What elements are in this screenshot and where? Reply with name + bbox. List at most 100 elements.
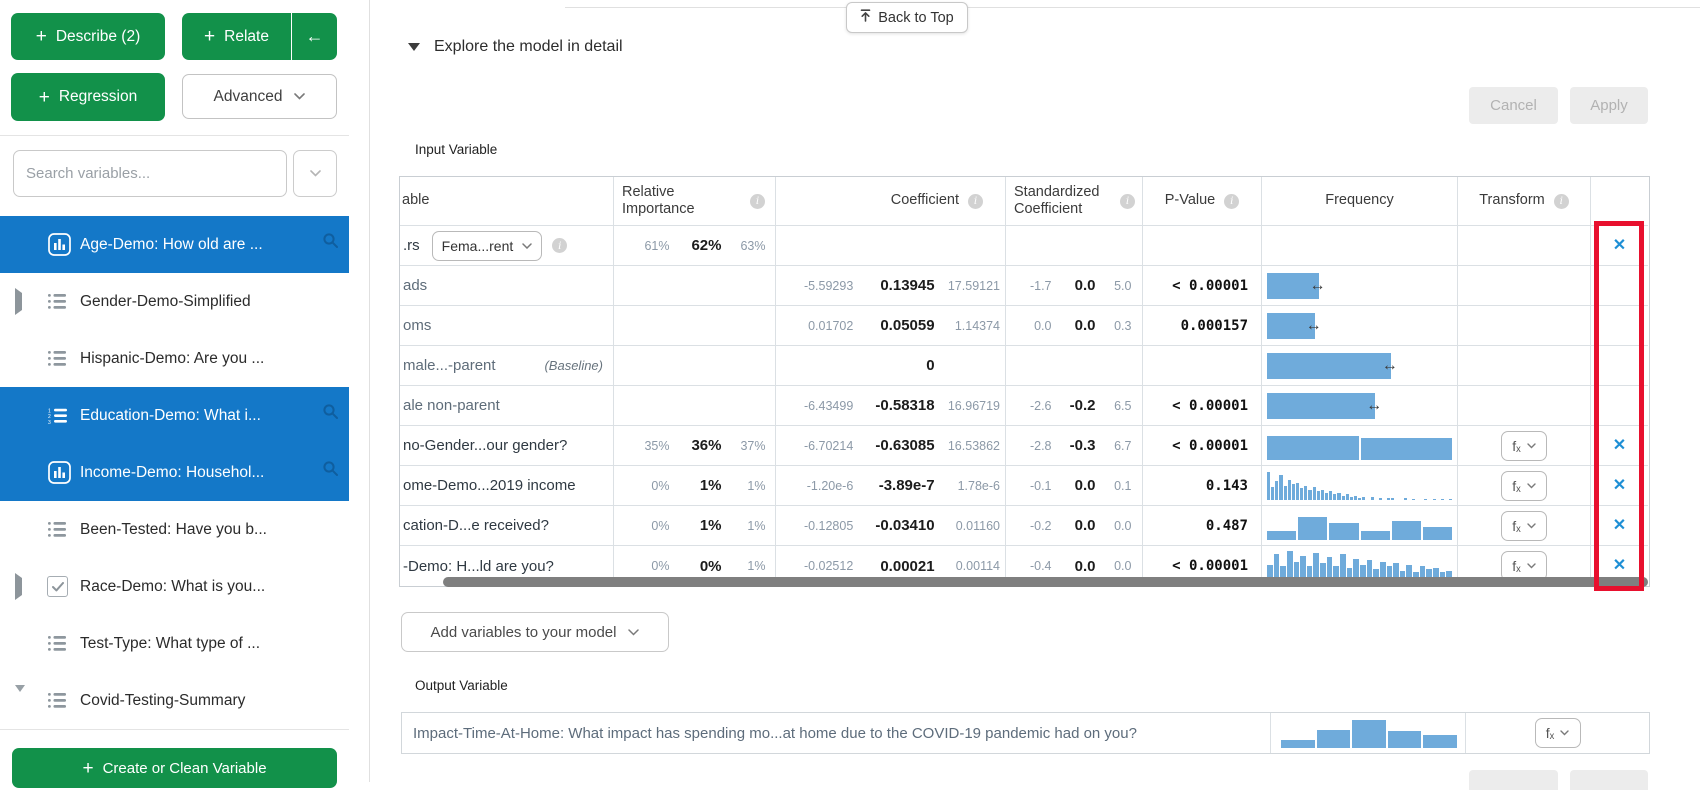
info-icon[interactable]: i bbox=[1120, 193, 1135, 209]
output-frequency-cell bbox=[1271, 713, 1466, 753]
list-icon bbox=[48, 294, 66, 309]
svg-text:3: 3 bbox=[48, 419, 51, 423]
horizontal-scrollbar-thumb[interactable] bbox=[443, 577, 1648, 587]
category-label: oms bbox=[403, 317, 432, 334]
transform-fx-dropdown[interactable]: fₓ bbox=[1534, 718, 1581, 748]
chevron-down-icon bbox=[1527, 522, 1536, 529]
variable-cell: oms bbox=[400, 306, 614, 346]
collapse-panel-button[interactable]: ← bbox=[292, 13, 337, 60]
advanced-dropdown[interactable]: Advanced bbox=[182, 74, 337, 119]
variable-cell: cation-D...e received? bbox=[400, 506, 614, 546]
add-variables-dropdown[interactable]: Add variables to your model bbox=[401, 612, 669, 652]
regression-button-label: Regression bbox=[58, 88, 138, 105]
describe-button-label: Describe (2) bbox=[55, 27, 141, 45]
apply-button-clipped[interactable] bbox=[1570, 770, 1648, 790]
transform-fx-dropdown[interactable]: fₓ bbox=[1501, 510, 1547, 541]
table-row: ads -5.59293 0.13945 17.59121 -1.7 0.0 5.0 <… bbox=[400, 266, 1649, 306]
sidebar-item-covid-testing-summary[interactable]: Covid-Testing-Summary bbox=[0, 672, 349, 729]
search-variables-input[interactable] bbox=[13, 150, 287, 197]
coefficient-cell: -6.70214 -0.63085 16.53862 bbox=[776, 426, 1006, 466]
back-to-top-label: Back to Top bbox=[878, 9, 954, 26]
transform-fx-dropdown[interactable]: fₓ bbox=[1501, 551, 1547, 581]
info-icon[interactable]: i bbox=[552, 238, 568, 253]
remove-cell bbox=[1591, 346, 1648, 386]
search-icon[interactable] bbox=[322, 460, 339, 482]
p-value-cell: < 0.00001 bbox=[1143, 426, 1262, 466]
header-transform: Transform i bbox=[1458, 177, 1591, 226]
frequency-histogram bbox=[1267, 471, 1453, 500]
remove-variable-button[interactable]: ✕ bbox=[1607, 517, 1632, 535]
frequency-bar bbox=[1267, 273, 1319, 299]
standardized-coefficient-cell: -0.1 0.0 0.1 bbox=[1006, 466, 1143, 506]
cancel-button[interactable]: Cancel bbox=[1469, 87, 1558, 124]
sidebar-item-income-demo[interactable]: Income-Demo: Househol... bbox=[0, 444, 349, 501]
sidebar-item-gender-demo[interactable]: Gender-Demo-Simplified bbox=[0, 273, 349, 330]
regression-button[interactable]: + Regression bbox=[11, 73, 165, 121]
apply-button[interactable]: Apply bbox=[1570, 87, 1648, 124]
chevron-right-icon[interactable] bbox=[15, 287, 22, 315]
frequency-cell: ↔ bbox=[1262, 306, 1458, 346]
svg-text:2: 2 bbox=[48, 414, 51, 420]
panel-top-border bbox=[565, 7, 1700, 8]
output-variable-cell: Impact-Time-At-Home: What impact has spe… bbox=[402, 713, 1271, 753]
remove-variable-button[interactable]: ✕ bbox=[1607, 237, 1632, 255]
table-row: .rs Fema...rent i 61% 62% 63% ✕ bbox=[400, 226, 1649, 266]
remove-variable-button[interactable]: ✕ bbox=[1607, 557, 1632, 575]
error-bar-icon: ↔ bbox=[1381, 357, 1398, 374]
coefficient-cell: -0.02512 0.00021 0.00114 bbox=[776, 546, 1006, 586]
relative-importance-cell bbox=[614, 306, 776, 346]
relative-importance-cell: 0% 1% 1% bbox=[614, 506, 776, 546]
variable-cell: -Demo: H...ld are you? bbox=[400, 546, 614, 586]
coefficient-cell bbox=[776, 226, 1006, 266]
chevron-down-icon[interactable] bbox=[15, 684, 25, 710]
remove-cell bbox=[1591, 266, 1648, 306]
section-header-explore-model[interactable]: Explore the model in detail bbox=[408, 38, 623, 56]
info-icon[interactable]: i bbox=[968, 193, 983, 209]
chevron-right-icon[interactable] bbox=[15, 572, 22, 600]
search-icon[interactable] bbox=[322, 232, 339, 254]
panel-left-border bbox=[369, 0, 370, 782]
search-icon[interactable] bbox=[322, 403, 339, 425]
info-icon[interactable]: i bbox=[750, 193, 765, 209]
sidebar-item-age-demo[interactable]: Age-Demo: How old are ... bbox=[0, 216, 349, 273]
variable-cell: ale non-parent bbox=[400, 386, 614, 426]
info-icon[interactable]: i bbox=[1224, 193, 1240, 209]
remove-variable-button[interactable]: ✕ bbox=[1607, 477, 1632, 495]
checkbox-checked-icon[interactable] bbox=[47, 576, 68, 597]
frequency-bar bbox=[1267, 393, 1376, 419]
transform-cell bbox=[1458, 386, 1591, 426]
info-icon[interactable]: i bbox=[1553, 193, 1569, 209]
model-table: able Relative Importance i Coefficient i… bbox=[399, 176, 1650, 587]
remove-variable-button[interactable]: ✕ bbox=[1607, 437, 1632, 455]
transform-fx-dropdown[interactable]: fₓ bbox=[1501, 430, 1547, 461]
sidebar-item-race-demo[interactable]: Race-Demo: What is you... bbox=[0, 558, 349, 615]
transform-fx-dropdown[interactable]: fₓ bbox=[1501, 470, 1547, 501]
sidebar-item-label: Test-Type: What type of ... bbox=[80, 634, 261, 652]
relate-split-button: + Relate ← bbox=[182, 13, 337, 60]
frequency-cell bbox=[1262, 466, 1458, 506]
create-or-clean-variable-button[interactable]: + Create or Clean Variable bbox=[12, 748, 337, 788]
category-dropdown[interactable]: Fema...rent bbox=[431, 230, 543, 261]
back-to-top-button[interactable]: Back to Top bbox=[846, 2, 968, 33]
sidebar-divider bbox=[0, 135, 349, 136]
p-value-cell: 0.487 bbox=[1143, 506, 1262, 546]
category-dropdown-value: Fema...rent bbox=[441, 237, 514, 254]
describe-button[interactable]: + Describe (2) bbox=[11, 13, 165, 60]
search-options-dropdown[interactable] bbox=[293, 150, 337, 197]
plus-icon: + bbox=[82, 757, 94, 779]
sidebar-item-test-type[interactable]: Test-Type: What type of ... bbox=[0, 615, 349, 672]
p-value-cell: < 0.00001 bbox=[1143, 546, 1262, 586]
transform-cell: fₓ bbox=[1458, 546, 1591, 586]
sidebar-item-hispanic-demo[interactable]: Hispanic-Demo: Are you ... bbox=[0, 330, 349, 387]
coefficient-cell: -5.59293 0.13945 17.59121 bbox=[776, 266, 1006, 306]
cancel-button-clipped[interactable] bbox=[1469, 770, 1558, 790]
remove-cell: ✕ bbox=[1591, 546, 1648, 586]
standardized-coefficient-cell: 0.0 0.0 0.3 bbox=[1006, 306, 1143, 346]
transform-cell: fₓ bbox=[1458, 426, 1591, 466]
sidebar-item-been-tested[interactable]: Been-Tested: Have you b... bbox=[0, 501, 349, 558]
frequency-bar bbox=[1267, 313, 1315, 339]
output-variable-name: Impact-Time-At-Home: What impact has spe… bbox=[413, 724, 1137, 742]
relative-importance-cell bbox=[614, 346, 776, 386]
relate-button[interactable]: + Relate bbox=[182, 13, 291, 60]
